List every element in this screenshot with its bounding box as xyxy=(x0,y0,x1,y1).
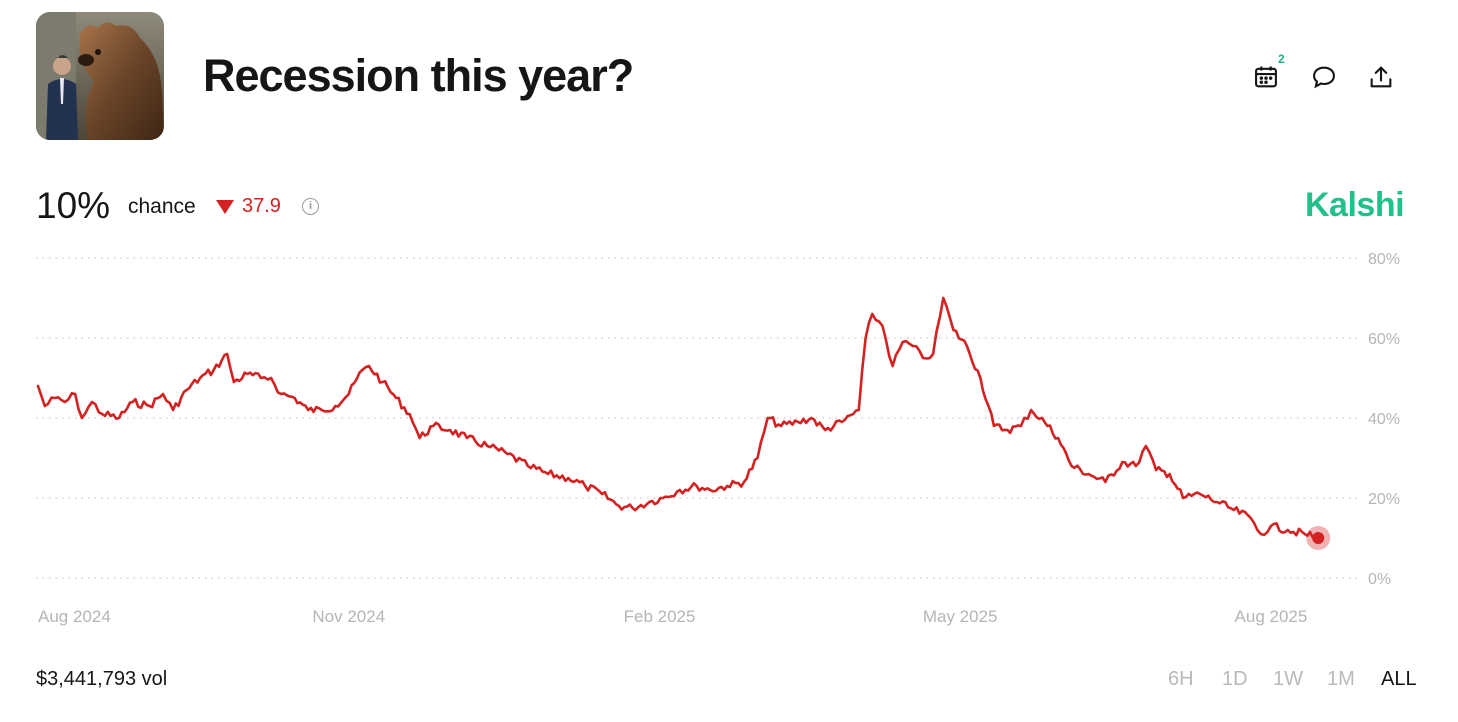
probability-chart: 80% 60% 40% 20% 0% Aug 2024 Nov 2024 Feb 2025 M… xyxy=(36,251,1400,626)
calendar-icon xyxy=(1255,66,1277,88)
info-icon[interactable]: i xyxy=(302,198,319,215)
bear-statue-image xyxy=(36,12,164,140)
range-all[interactable]: ALL xyxy=(1381,668,1417,690)
y-tick-label: 80% xyxy=(1368,251,1400,268)
calendar-button[interactable] xyxy=(1249,60,1283,94)
probability-change: 37.9 xyxy=(216,195,281,218)
y-tick-label: 60% xyxy=(1368,331,1400,348)
page-title: Recession this year? xyxy=(203,50,634,101)
range-6h[interactable]: 6H xyxy=(1168,668,1194,690)
series-line xyxy=(36,296,1320,540)
range-1m[interactable]: 1M xyxy=(1327,668,1355,690)
brand-logo: Kalshi xyxy=(1305,186,1405,224)
comment-icon xyxy=(1313,66,1335,89)
market-thumbnail xyxy=(36,12,164,140)
range-1w[interactable]: 1W xyxy=(1273,668,1303,690)
y-axis: 80% 60% 40% 20% 0% xyxy=(1368,251,1400,588)
x-tick-label: Nov 2024 xyxy=(312,607,385,626)
range-1d[interactable]: 1D xyxy=(1222,668,1248,690)
volume-label: $3,441,793 vol xyxy=(36,668,168,690)
comments-button[interactable] xyxy=(1307,60,1341,94)
y-tick-label: 20% xyxy=(1368,491,1400,508)
x-tick-label: Aug 2025 xyxy=(1235,607,1308,626)
chart-grid xyxy=(36,257,1360,579)
share-icon xyxy=(1370,66,1392,88)
x-tick-label: May 2025 xyxy=(923,607,998,626)
range-selector: 6H 1D 1W 1M ALL xyxy=(0,668,1458,696)
x-tick-label: Feb 2025 xyxy=(624,607,696,626)
y-tick-label: 40% xyxy=(1368,411,1400,428)
share-button[interactable] xyxy=(1364,60,1398,94)
down-triangle-icon xyxy=(216,199,234,214)
y-tick-label: 0% xyxy=(1368,571,1391,588)
calendar-count-badge: 2 xyxy=(1278,52,1285,66)
chance-label: chance xyxy=(128,195,196,218)
x-tick-label: Aug 2024 xyxy=(38,607,111,626)
current-point xyxy=(1312,532,1325,544)
change-value: 37.9 xyxy=(242,195,281,217)
x-axis: Aug 2024 Nov 2024 Feb 2025 May 2025 Aug 2025 xyxy=(38,607,1307,626)
current-probability: 10% xyxy=(36,185,111,226)
